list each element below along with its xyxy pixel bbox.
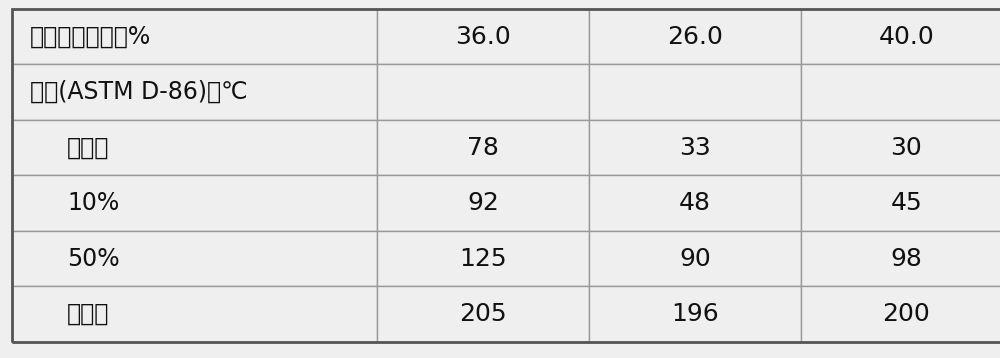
Text: 36.0: 36.0	[455, 25, 511, 49]
Bar	[12, 286, 377, 342]
Text: 125: 125	[459, 247, 507, 271]
Bar	[589, 175, 801, 231]
Text: 终馏点: 终馏点	[67, 302, 109, 326]
Bar	[801, 231, 1000, 286]
Bar	[12, 175, 377, 231]
Bar	[377, 286, 589, 342]
Bar	[589, 64, 801, 120]
Text: 30: 30	[891, 136, 922, 160]
Bar	[589, 286, 801, 342]
Text: 烯烃含量，体积%: 烯烃含量，体积%	[30, 25, 151, 49]
Bar	[377, 120, 589, 175]
Text: 初馏点: 初馏点	[67, 136, 109, 160]
Bar	[801, 120, 1000, 175]
Text: 馏程(ASTM D-86)，℃: 馏程(ASTM D-86)，℃	[30, 80, 248, 104]
Text: 98: 98	[891, 247, 922, 271]
Bar	[12, 120, 377, 175]
Text: 90: 90	[679, 247, 711, 271]
Bar	[377, 9, 589, 64]
Text: 48: 48	[679, 191, 711, 215]
Bar	[801, 64, 1000, 120]
Bar	[377, 175, 589, 231]
Bar	[589, 9, 801, 64]
Text: 78: 78	[467, 136, 499, 160]
Bar	[377, 231, 589, 286]
Text: 45: 45	[891, 191, 922, 215]
Text: 33: 33	[679, 136, 711, 160]
Bar	[12, 64, 377, 120]
Bar	[589, 120, 801, 175]
Bar	[12, 231, 377, 286]
Bar	[377, 64, 589, 120]
Text: 196: 196	[671, 302, 719, 326]
Bar	[801, 286, 1000, 342]
Text: 205: 205	[459, 302, 507, 326]
Bar	[801, 9, 1000, 64]
Bar	[801, 175, 1000, 231]
Bar	[12, 9, 377, 64]
Text: 40.0: 40.0	[879, 25, 934, 49]
Text: 200: 200	[883, 302, 930, 326]
Bar	[589, 231, 801, 286]
Text: 50%: 50%	[67, 247, 120, 271]
Text: 26.0: 26.0	[667, 25, 723, 49]
Text: 10%: 10%	[67, 191, 119, 215]
Text: 92: 92	[467, 191, 499, 215]
